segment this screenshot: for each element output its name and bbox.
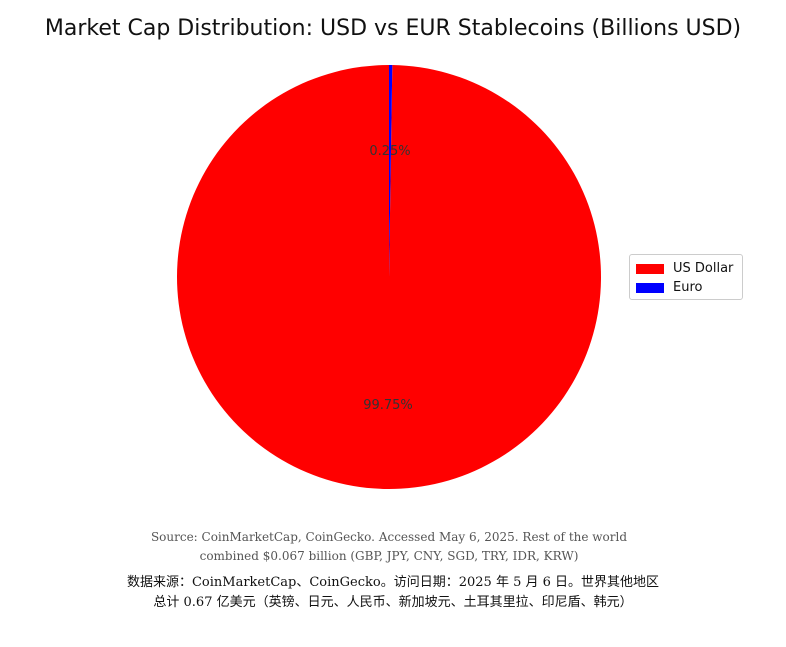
source-note-chinese: 数据来源：CoinMarketCap、CoinGecko。访问日期：2025 年… <box>126 575 660 610</box>
chart-title: Market Cap Distribution: USD vs EUR Stab… <box>44 16 742 41</box>
pie-slice-euro <box>389 65 393 277</box>
legend-swatch-us-dollar <box>636 263 664 274</box>
legend-item-euro: Euro <box>636 278 736 297</box>
pie-chart: 99.75% 0.25% <box>177 65 602 490</box>
legend-label-euro: Euro <box>673 280 703 295</box>
legend-label-us-dollar: US Dollar <box>673 261 734 276</box>
legend-swatch-euro <box>636 282 664 293</box>
legend-item-us-dollar: US Dollar <box>636 259 736 278</box>
legend: US Dollar Euro <box>629 254 743 300</box>
pie-slice-us-dollar <box>177 65 602 490</box>
pie-label-us-dollar: 99.75% <box>363 398 413 413</box>
pie-label-euro: 0.25% <box>369 144 410 159</box>
source-note: Source: CoinMarketCap, CoinGecko. Access… <box>150 530 628 563</box>
